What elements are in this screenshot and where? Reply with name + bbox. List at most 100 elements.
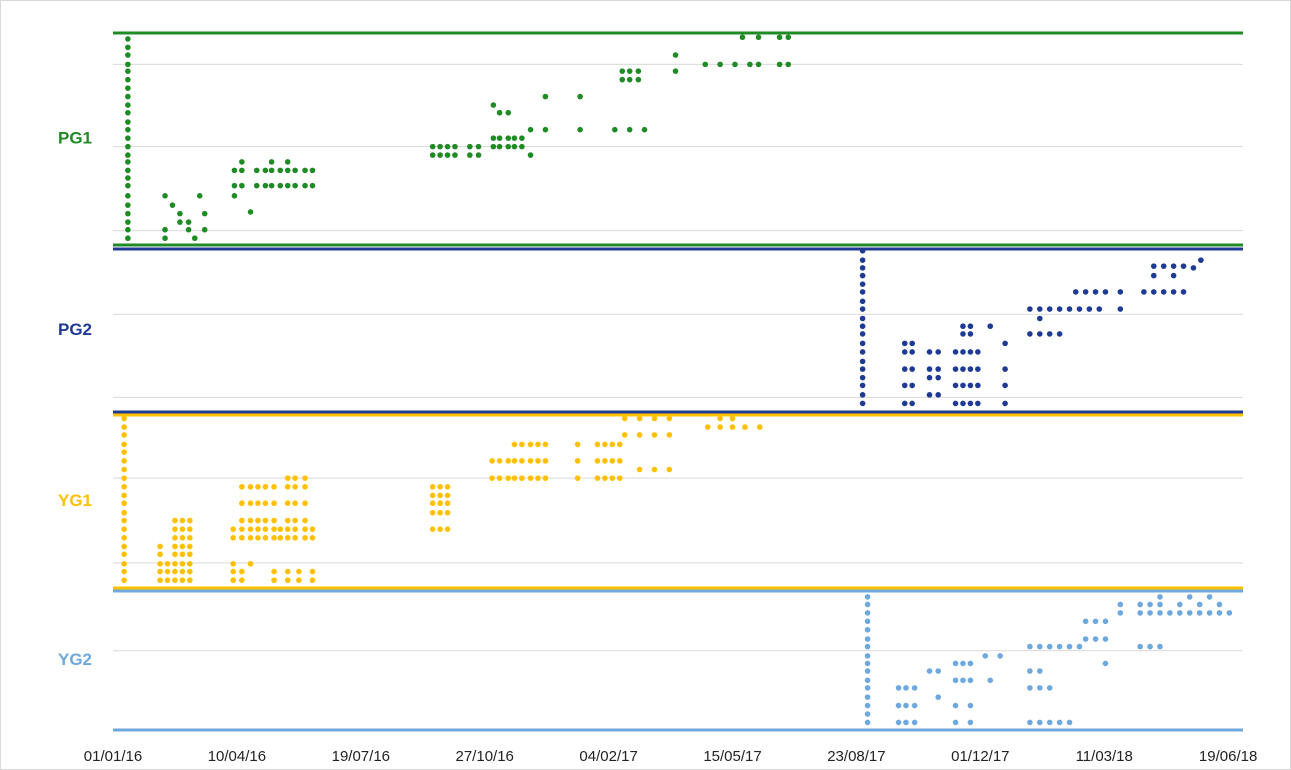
dot xyxy=(121,526,127,532)
dot xyxy=(967,400,974,407)
dot xyxy=(121,415,127,422)
dot xyxy=(911,702,918,709)
dot xyxy=(785,34,792,41)
dot xyxy=(967,366,974,372)
dot xyxy=(864,660,871,667)
dot xyxy=(230,526,236,532)
dot xyxy=(903,702,909,709)
dot xyxy=(895,719,902,726)
dot xyxy=(864,694,871,700)
dot xyxy=(527,441,534,448)
dot xyxy=(1072,289,1079,295)
dot xyxy=(1198,257,1204,263)
dot xyxy=(125,219,131,225)
dot xyxy=(292,535,298,541)
dot xyxy=(467,143,473,150)
dot xyxy=(1102,618,1109,625)
x-tick-label: 04/02/17 xyxy=(579,748,637,765)
dot xyxy=(164,568,171,575)
dot xyxy=(121,475,127,481)
dot xyxy=(967,331,974,337)
dot xyxy=(574,458,581,464)
dot xyxy=(302,526,308,532)
dot xyxy=(496,135,503,141)
dot xyxy=(262,483,269,490)
dot xyxy=(125,61,131,68)
dot xyxy=(121,543,127,550)
dot xyxy=(729,424,736,430)
dot xyxy=(177,210,183,217)
dot xyxy=(121,449,127,455)
dot xyxy=(636,466,643,473)
dot xyxy=(864,702,871,709)
dot xyxy=(496,475,503,481)
dot xyxy=(187,560,193,567)
dot xyxy=(429,483,436,490)
dot xyxy=(429,143,436,150)
dot xyxy=(1206,610,1213,616)
dot xyxy=(1066,719,1073,726)
dot xyxy=(926,374,933,381)
dot xyxy=(121,560,127,567)
dot xyxy=(230,577,236,584)
dot xyxy=(239,568,245,575)
x-tick-label: 15/05/17 xyxy=(703,748,761,765)
dot xyxy=(496,143,503,150)
dot xyxy=(1092,636,1099,642)
dot xyxy=(185,219,192,225)
dot xyxy=(635,68,642,74)
dot xyxy=(960,331,966,337)
dot xyxy=(162,226,168,233)
dot xyxy=(125,126,131,133)
dot xyxy=(172,568,178,575)
dot xyxy=(284,475,291,481)
dot xyxy=(179,551,186,558)
dot xyxy=(577,126,583,133)
dot xyxy=(535,475,541,481)
dot xyxy=(542,93,549,100)
x-tick-label: 01/12/17 xyxy=(951,748,1009,765)
dot xyxy=(157,543,163,550)
dot xyxy=(626,68,633,74)
dot xyxy=(1170,272,1177,279)
dot xyxy=(641,126,648,133)
dot xyxy=(1160,289,1167,295)
dot xyxy=(1157,643,1163,650)
dot xyxy=(519,135,525,141)
dot xyxy=(952,366,959,372)
dot xyxy=(519,143,525,150)
dot xyxy=(284,535,291,541)
dot xyxy=(437,152,443,158)
dot xyxy=(960,400,966,407)
dot xyxy=(187,551,193,558)
dot xyxy=(489,475,495,481)
dot xyxy=(284,526,291,532)
dot xyxy=(121,551,127,558)
dot xyxy=(519,441,525,448)
dot xyxy=(542,126,549,133)
dot xyxy=(231,167,238,174)
dot xyxy=(952,719,959,726)
dot xyxy=(302,483,308,490)
dot xyxy=(121,466,127,473)
dot xyxy=(496,458,503,464)
dot xyxy=(616,441,623,448)
dot xyxy=(1117,601,1124,608)
dot xyxy=(859,340,866,347)
dot xyxy=(1216,601,1223,608)
dot xyxy=(635,76,642,83)
dot xyxy=(172,560,178,567)
dot xyxy=(437,500,443,507)
dot xyxy=(1160,263,1167,269)
dot xyxy=(505,458,512,464)
dot xyxy=(911,685,918,691)
dot xyxy=(747,61,753,68)
dot xyxy=(1150,272,1157,279)
group-label: PG1 xyxy=(58,128,92,147)
dot xyxy=(292,475,298,481)
dot xyxy=(271,517,277,524)
dot xyxy=(309,568,316,575)
dot xyxy=(1170,289,1177,295)
dot xyxy=(574,475,581,481)
dot xyxy=(292,167,298,174)
